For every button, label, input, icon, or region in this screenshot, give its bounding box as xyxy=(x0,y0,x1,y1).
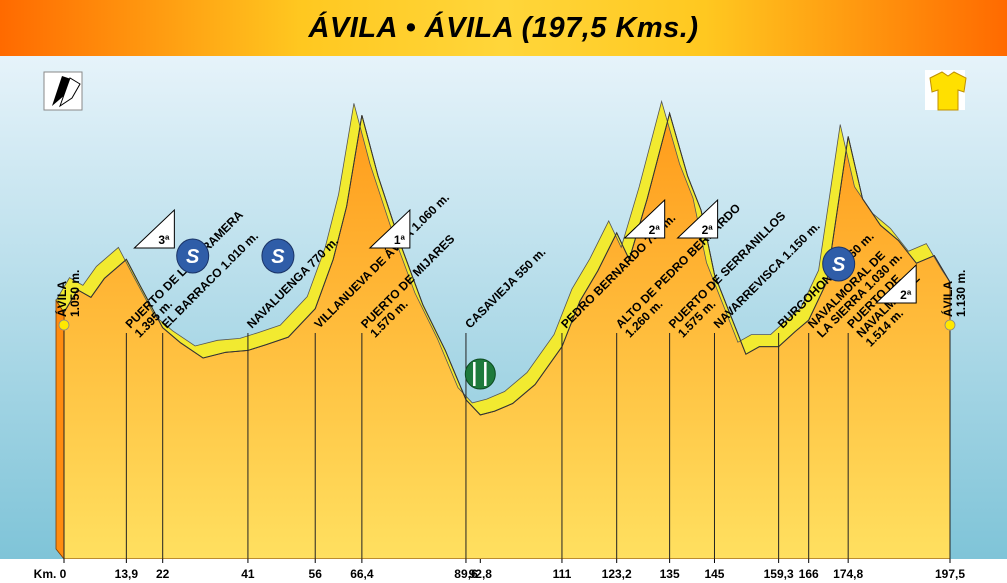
profile-line xyxy=(63,111,951,416)
x-tick-label: 111 xyxy=(553,567,572,581)
endpoint-marker xyxy=(944,319,956,331)
x-tick-label: 197,5 xyxy=(935,567,965,581)
x-tick-label: 159,3 xyxy=(764,567,794,581)
flag-white xyxy=(59,77,81,108)
x-tick-label: 66,4 xyxy=(350,567,374,581)
title-bar: ÁVILA • ÁVILA (197,5 Kms.) xyxy=(0,0,1007,56)
sprint-label: S xyxy=(832,254,846,276)
x-tick-label: 92,8 xyxy=(469,567,493,581)
climb-category: 2ª xyxy=(900,288,912,302)
endpoint-marker xyxy=(58,319,70,331)
x-tick-label: 13,9 xyxy=(115,567,139,581)
feed-zone-utensils xyxy=(473,362,487,386)
checkered-flags-icon xyxy=(43,71,83,111)
climb-category: 1ª xyxy=(394,233,406,247)
page-title: ÁVILA • ÁVILA (197,5 Kms.) xyxy=(308,12,699,44)
profile-side xyxy=(55,299,65,561)
climb-triangle xyxy=(133,208,175,249)
sprint-marker xyxy=(176,238,210,274)
climb-triangle xyxy=(676,198,719,239)
x-tick-label: 123,2 xyxy=(602,567,632,581)
x-tick-label: 166 xyxy=(799,567,819,581)
climb-triangle xyxy=(874,263,917,304)
x-tick-label: 22 xyxy=(156,567,170,581)
profile-label: ÁVILA 1.050 m. xyxy=(54,270,82,317)
sprint-marker xyxy=(822,246,856,282)
yellow-jersey-icon xyxy=(925,70,967,111)
x-tick-label: 174,8 xyxy=(833,567,863,581)
profile-label-text: 1.130 m. xyxy=(954,270,968,317)
profile-label-text: ÁVILA xyxy=(54,281,69,317)
feed-zone-icon xyxy=(464,358,496,390)
climb-triangle xyxy=(623,198,666,239)
climb-category: 2ª xyxy=(649,223,661,237)
x-tick-label: 135 xyxy=(660,567,680,581)
climb-triangle xyxy=(368,208,411,249)
sprint-label: S xyxy=(271,246,285,268)
x-tick-label: Km. 0 xyxy=(34,567,67,581)
climb-category: 3ª xyxy=(158,233,170,247)
profile-label-text: ÁVILA xyxy=(940,281,955,317)
x-tick-label: 41 xyxy=(241,567,255,581)
jersey-shape xyxy=(929,71,967,111)
x-tick-label: 145 xyxy=(704,567,724,581)
sprint-marker xyxy=(261,238,295,274)
axis-band xyxy=(0,559,1007,583)
x-tick-label: 56 xyxy=(309,567,323,581)
profile-label: ÁVILA 1.130 m. xyxy=(940,270,968,317)
sprint-label: S xyxy=(186,246,200,268)
profile-label-text: 1.050 m. xyxy=(68,270,82,317)
x-tick-label: 89,6 xyxy=(454,567,478,581)
climb-category: 2ª xyxy=(702,223,714,237)
